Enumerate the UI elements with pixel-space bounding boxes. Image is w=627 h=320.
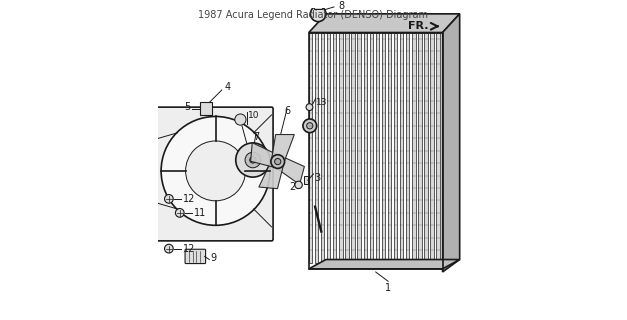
Text: 5: 5 [184,102,191,112]
Bar [333,33,337,263]
Circle shape [235,114,246,125]
Circle shape [275,158,281,165]
Text: 1987 Acura Legend Radiator (DENSO) Diagram: 1987 Acura Legend Radiator (DENSO) Diagr… [199,10,428,20]
Bar [309,33,312,263]
Text: FR.: FR. [408,21,429,31]
Bar [394,33,398,263]
Text: 8: 8 [339,1,344,11]
Bar [436,33,440,263]
Circle shape [271,155,285,168]
Bar [364,33,367,263]
Bar [370,33,373,263]
Circle shape [307,123,313,129]
Bar [412,33,416,263]
Text: 10: 10 [248,111,260,120]
Text: 12: 12 [183,244,195,254]
Polygon shape [276,155,304,185]
Polygon shape [251,143,278,168]
Bar [430,33,434,263]
Text: 9: 9 [210,253,216,263]
Bar [376,33,379,263]
Bar [327,33,330,263]
Bar [303,177,308,184]
Bar [406,33,409,263]
Circle shape [186,141,246,201]
Text: 13: 13 [316,98,328,107]
Circle shape [303,119,317,132]
Circle shape [176,209,184,217]
Circle shape [295,181,302,188]
Bar [351,33,355,263]
Polygon shape [443,14,460,272]
Text: 11: 11 [194,208,206,218]
Circle shape [250,157,256,163]
Polygon shape [271,134,294,162]
Bar [400,33,403,263]
Text: 7: 7 [253,132,259,142]
Polygon shape [309,14,460,33]
Bar [357,33,361,263]
Circle shape [306,104,313,110]
Circle shape [236,143,270,177]
Bar [321,33,324,263]
Polygon shape [309,260,460,269]
Polygon shape [259,161,284,189]
Circle shape [245,152,261,168]
Bar [382,33,385,263]
Circle shape [164,195,173,203]
FancyBboxPatch shape [152,107,273,241]
Text: 4: 4 [225,82,231,92]
Text: 6: 6 [284,106,290,116]
Bar [345,33,349,263]
Polygon shape [200,102,213,115]
Circle shape [164,244,173,253]
Bar [315,33,319,263]
Text: 12: 12 [183,194,195,204]
Text: 3: 3 [314,173,320,183]
Text: 1: 1 [385,283,391,293]
Bar [339,33,342,263]
Bar [418,33,421,263]
Bar [424,33,428,263]
Circle shape [310,6,326,22]
Text: 2: 2 [289,182,295,192]
Bar [314,0,322,9]
Bar [388,33,391,263]
FancyBboxPatch shape [185,249,206,264]
Circle shape [161,116,270,225]
